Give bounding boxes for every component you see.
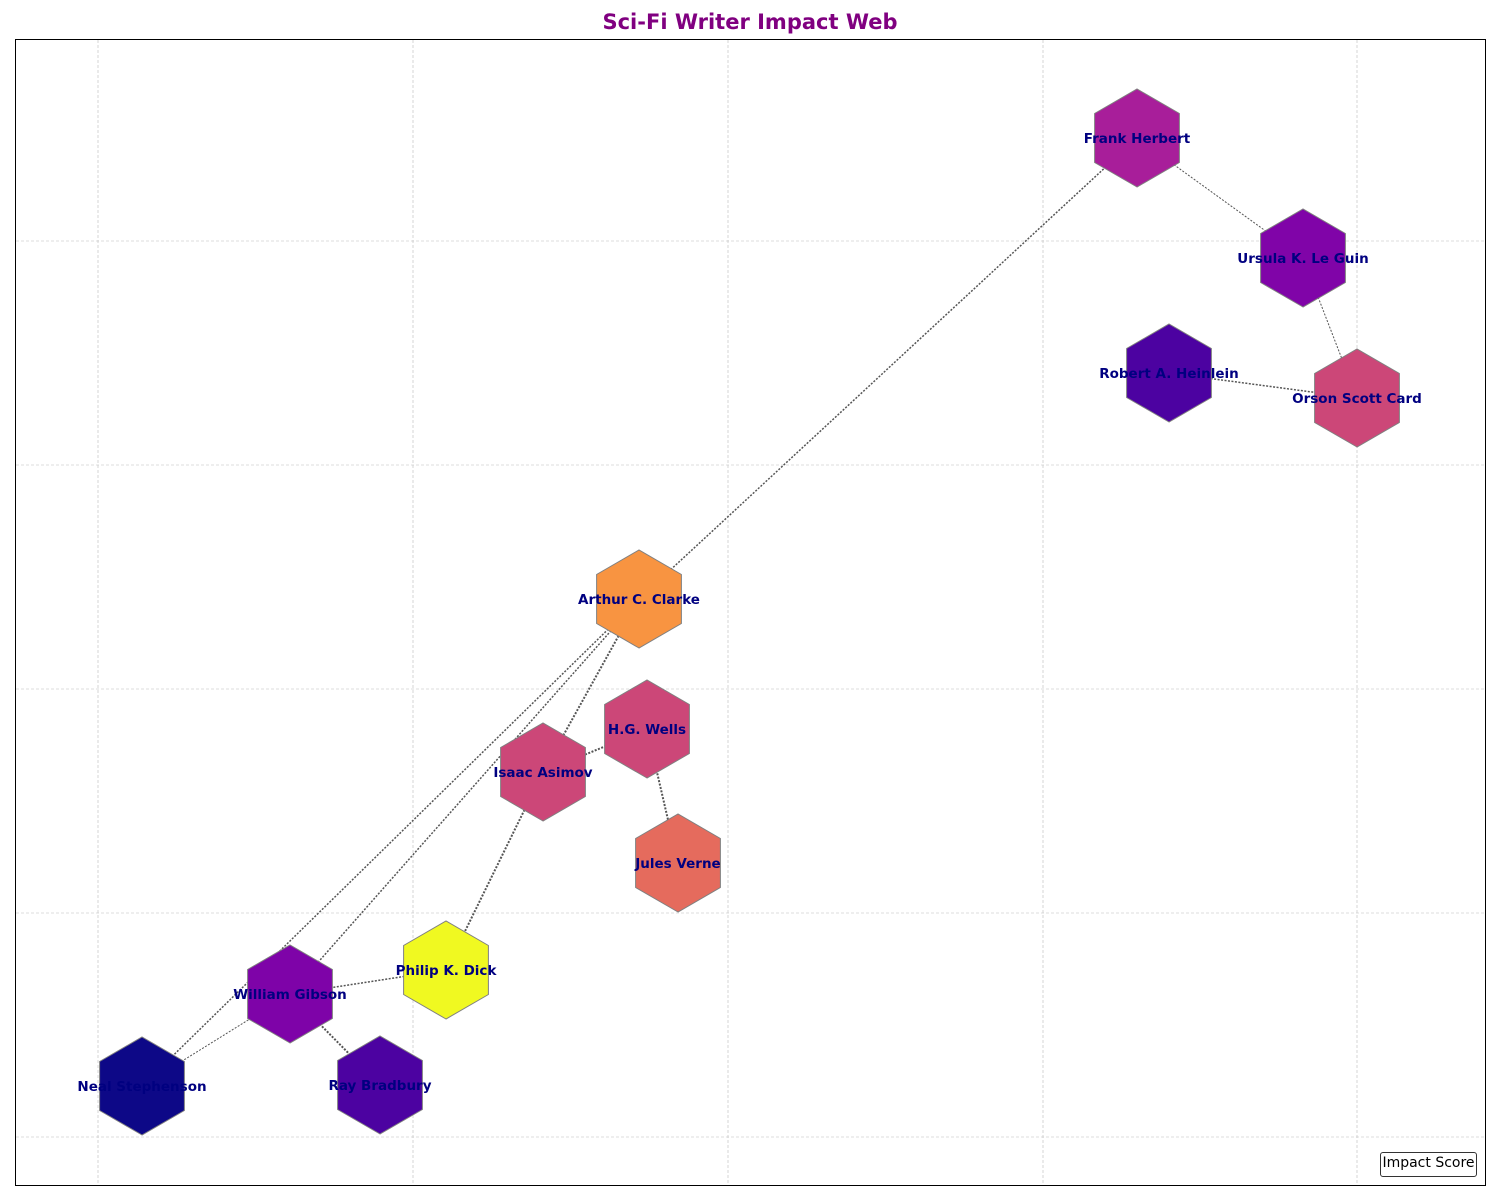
node-robert-heinlein[interactable]: Robert A. Heinlein [1099, 323, 1239, 423]
node-hexagon[interactable] [1126, 323, 1212, 423]
nodes: Frank Herbert Ursula K. Le Guin Robert A. … [77, 88, 1422, 1136]
grid-lines [16, 40, 1485, 1185]
node-label: Orson Scott Card [1292, 391, 1422, 407]
node-label: Jules Verne [634, 856, 720, 872]
node-label: Ursula K. Le Guin [1237, 251, 1368, 267]
node-hg-wells[interactable]: H.G. Wells [604, 679, 690, 779]
node-jules-verne[interactable]: Jules Verne [634, 813, 721, 913]
node-label: Arthur C. Clarke [578, 592, 700, 608]
node-ursula-le-guin[interactable]: Ursula K. Le Guin [1237, 208, 1369, 308]
node-philip-k-dick[interactable]: Philip K. Dick [396, 920, 498, 1020]
node-hexagon[interactable] [247, 944, 333, 1044]
node-hexagon[interactable] [596, 549, 682, 649]
node-hexagon[interactable] [1260, 208, 1346, 308]
node-label: Isaac Asimov [493, 765, 592, 781]
edge-frank-herbert-ursula-le-guin [1136, 137, 1304, 259]
node-label: Robert A. Heinlein [1099, 366, 1239, 382]
node-label: Frank Herbert [1084, 131, 1191, 147]
node-hexagon[interactable] [337, 1035, 423, 1135]
node-label: Philip K. Dick [396, 963, 498, 979]
node-william-gibson[interactable]: William Gibson [233, 944, 347, 1044]
node-label: Neal Stephenson [77, 1079, 206, 1095]
node-isaac-asimov[interactable]: Isaac Asimov [493, 722, 593, 822]
node-hexagon[interactable] [99, 1036, 185, 1136]
node-hexagon[interactable] [403, 920, 489, 1020]
node-ray-bradbury[interactable]: Ray Bradbury [328, 1035, 432, 1135]
node-hexagon[interactable] [604, 679, 690, 779]
edges [141, 137, 1358, 1087]
node-frank-herbert[interactable]: Frank Herbert [1084, 88, 1191, 188]
node-label: Ray Bradbury [328, 1078, 431, 1094]
node-neal-stephenson[interactable]: Neal Stephenson [77, 1036, 207, 1136]
edge-frank-herbert-arthur-clarke [638, 137, 1138, 600]
chart-title: Sci-Fi Writer Impact Web [602, 10, 898, 34]
node-hexagon[interactable] [1094, 88, 1180, 188]
node-label: H.G. Wells [608, 722, 686, 738]
node-hexagon[interactable] [635, 813, 721, 913]
node-orson-scott-card[interactable]: Orson Scott Card [1292, 348, 1422, 448]
node-arthur-clarke[interactable]: Arthur C. Clarke [578, 549, 700, 649]
node-hexagon[interactable] [1314, 348, 1400, 448]
node-hexagon[interactable] [500, 722, 586, 822]
legend: Impact Score [1380, 1152, 1477, 1177]
edge-arthur-clarke-william-gibson [289, 598, 640, 995]
node-label: William Gibson [233, 987, 347, 1003]
edge-neal-stephenson-arthur-clarke [141, 598, 640, 1087]
plot-frame [15, 39, 1486, 1186]
